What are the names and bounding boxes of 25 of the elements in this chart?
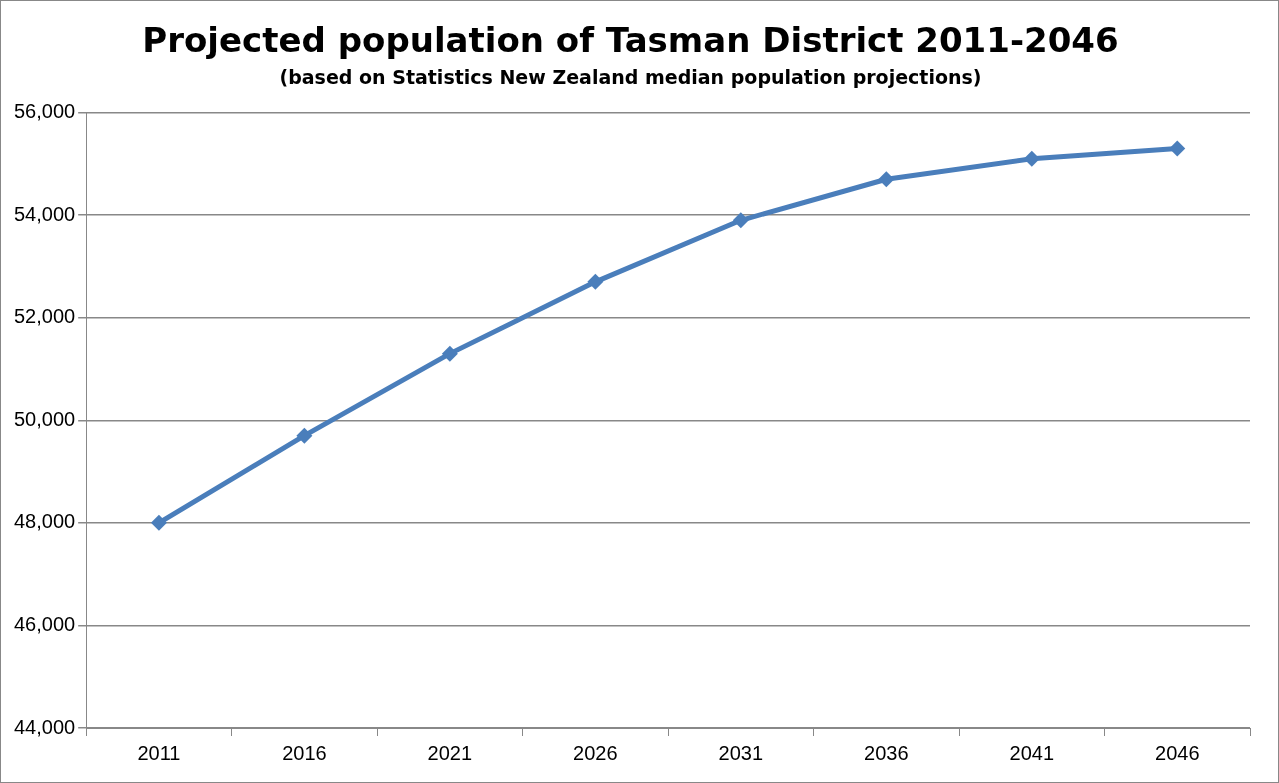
point <box>1023 150 1040 167</box>
point <box>732 212 749 229</box>
point <box>296 427 313 444</box>
x-tick-label: 2016 <box>282 741 327 764</box>
y-tick-label: 48,000 <box>14 510 76 533</box>
x-tick-label: 2041 <box>1009 741 1055 764</box>
x-tick-label: 2036 <box>864 741 909 764</box>
point <box>878 171 895 188</box>
y-tick-label: 52,000 <box>14 305 76 328</box>
y-tick-label: 44,000 <box>14 715 76 738</box>
x-tick-label: 2021 <box>427 741 473 764</box>
x-tick-label: 2026 <box>573 741 618 764</box>
y-tick-label: 50,000 <box>14 407 76 430</box>
y-tick-label: 46,000 <box>14 612 76 635</box>
point <box>150 514 167 531</box>
x-tick-label: 2011 <box>137 741 181 764</box>
point <box>441 345 458 362</box>
chart-subtitle: (based on Statistics New Zealand median population projections) <box>279 66 982 89</box>
point <box>587 273 604 290</box>
x-tick-label: 2031 <box>718 741 764 764</box>
x-tick-label: 2046 <box>1155 741 1200 764</box>
point <box>1169 140 1186 157</box>
y-tick-label: 54,000 <box>14 202 76 225</box>
y-tick-label: 56,000 <box>14 100 76 123</box>
chart-title: Projected population of Tasman District 2011-2046 <box>142 20 1119 61</box>
